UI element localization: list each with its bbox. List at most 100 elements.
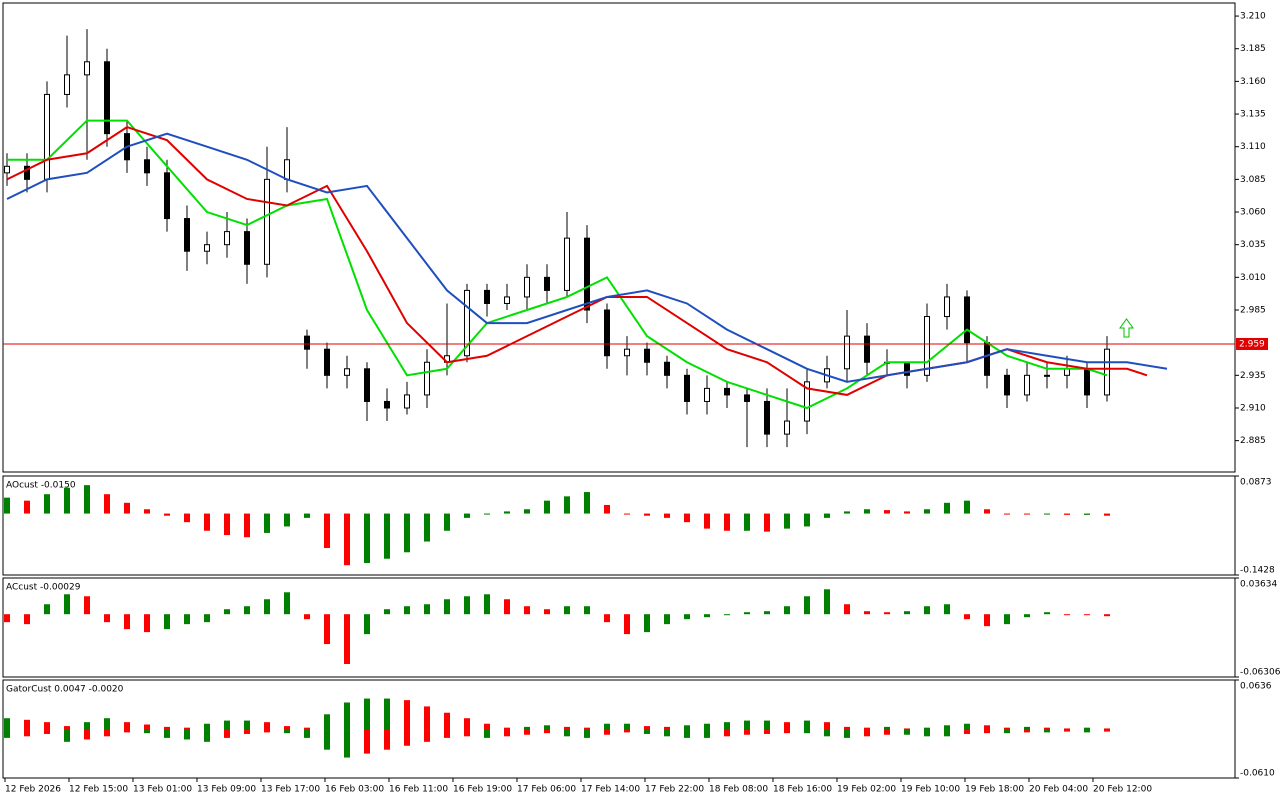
x-tick-label: 13 Feb 01:00: [133, 785, 192, 795]
gator-bar: [324, 714, 330, 731]
histogram-bar: [564, 496, 570, 514]
histogram-bar: [744, 612, 750, 615]
gator-bar: [444, 730, 450, 738]
y-tick-label: 3.060: [1240, 208, 1266, 218]
gator-bar: [1004, 727, 1010, 731]
histogram-bar: [104, 494, 110, 514]
candle-body: [164, 172, 170, 220]
histogram-bar: [464, 513, 470, 518]
gator-bar: [24, 730, 30, 737]
gator-bar: [404, 730, 410, 746]
histogram-bar: [964, 500, 970, 514]
histogram-bar: [504, 511, 510, 514]
histogram-bar: [384, 609, 390, 615]
histogram-bar: [544, 609, 550, 615]
histogram-bar: [964, 614, 970, 620]
gator-bar: [904, 728, 910, 731]
histogram-bar: [184, 614, 190, 625]
moving-average-line: [7, 119, 1108, 410]
histogram-bar: [464, 596, 470, 615]
histogram-bar: [204, 513, 210, 531]
histogram-bar: [764, 611, 770, 615]
gator-bar: [484, 730, 490, 738]
gator-bar: [104, 730, 110, 737]
gator-bar: [844, 726, 850, 731]
histogram-bar: [864, 509, 870, 514]
panel-frame: [2, 2, 1236, 473]
gator-bar: [264, 730, 270, 733]
y-tick-label: 3.085: [1240, 175, 1266, 185]
y-tick-label: -0.06306: [1240, 668, 1280, 678]
histogram-bar: [784, 513, 790, 529]
candle-body: [1024, 374, 1030, 396]
candle-body: [524, 276, 530, 298]
histogram-bar: [404, 513, 410, 553]
histogram-bar: [784, 606, 790, 615]
candle-body: [1084, 368, 1090, 396]
candle-body: [24, 165, 30, 180]
gator-bar: [224, 730, 230, 738]
gator-bar: [1084, 730, 1090, 733]
moving-average-line: [6, 132, 1168, 383]
histogram-bar: [24, 614, 30, 625]
histogram-bar: [124, 614, 130, 630]
histogram-bar: [1024, 614, 1030, 618]
candle-body: [1044, 374, 1050, 377]
histogram-bar: [1004, 513, 1010, 515]
histogram-bar: [1084, 513, 1090, 515]
gator-bar: [584, 727, 590, 731]
x-tick-label: 17 Feb 22:00: [645, 785, 704, 795]
histogram-bar: [184, 513, 190, 523]
histogram-bar: [1004, 614, 1010, 625]
histogram-bar: [924, 509, 930, 514]
x-tick-label: 20 Feb 04:00: [1029, 785, 1088, 795]
histogram-bar: [804, 513, 810, 527]
gator-bar: [44, 730, 50, 734]
gator-bar: [964, 723, 970, 731]
gator-bar: [1064, 730, 1070, 732]
gator-bar: [464, 718, 470, 731]
histogram-bar: [384, 513, 390, 559]
histogram-bar: [444, 599, 450, 615]
panel-title: GatorCust 0.0047 -0.0020: [6, 685, 124, 695]
gator-bar: [504, 730, 510, 737]
y-tick-label: 3.110: [1240, 142, 1266, 152]
gator-bar: [644, 726, 650, 731]
candle-body: [104, 61, 110, 135]
gator-bar: [844, 730, 850, 738]
candle-body: [224, 231, 230, 246]
buy-arrow: [1119, 318, 1134, 338]
histogram-bar: [284, 592, 290, 615]
gator-bar: [704, 730, 710, 738]
gator-bar: [4, 718, 10, 731]
gator-bar: [624, 730, 630, 733]
gator-bar: [704, 723, 710, 731]
histogram-bar: [84, 596, 90, 615]
y-tick-label: 3.135: [1240, 110, 1266, 120]
gator-bar: [1004, 730, 1010, 734]
histogram-bar: [684, 513, 690, 523]
histogram-bar: [884, 510, 890, 514]
candle-body: [44, 93, 50, 180]
histogram-bar: [404, 606, 410, 615]
histogram-bar: [1044, 612, 1050, 615]
gator-bar: [824, 722, 830, 731]
gator-bar: [544, 725, 550, 731]
histogram-bar: [304, 614, 310, 620]
histogram-bar: [864, 611, 870, 615]
histogram-bar: [4, 497, 10, 514]
gator-bar: [124, 730, 130, 733]
gator-bar: [124, 722, 130, 731]
histogram-bar: [904, 511, 910, 514]
candle-body: [1004, 374, 1010, 396]
histogram-bar: [584, 606, 590, 615]
gator-bar: [784, 730, 790, 734]
histogram-bar: [1104, 614, 1110, 617]
candle-body: [764, 400, 770, 435]
gator-bar: [984, 725, 990, 731]
candle-body: [784, 420, 790, 435]
gator-bar: [804, 730, 810, 734]
histogram-bar: [944, 502, 950, 514]
gator-bar: [1084, 727, 1090, 731]
gator-bar: [524, 730, 530, 735]
